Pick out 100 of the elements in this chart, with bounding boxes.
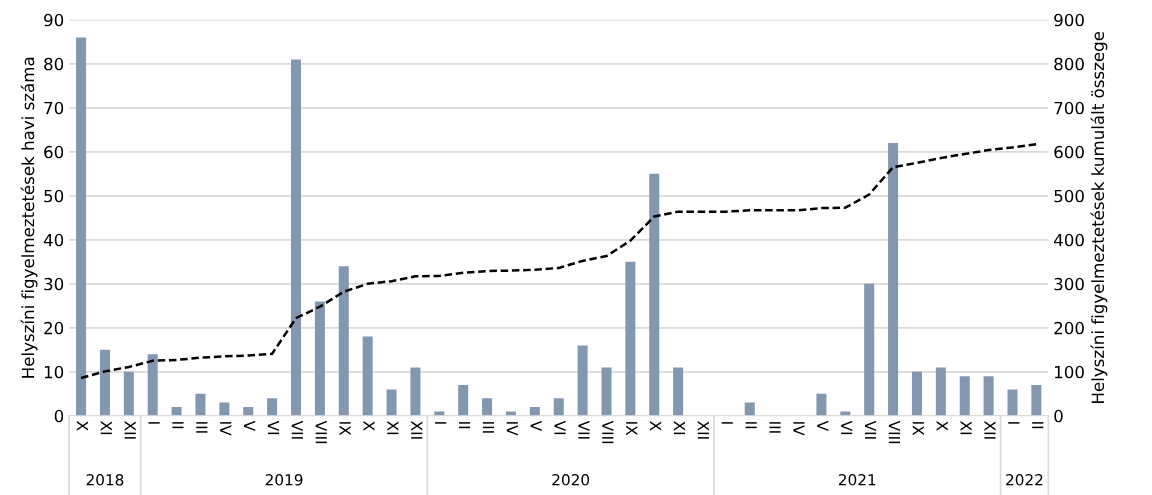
x-tick-label: VI [554,420,566,435]
y2-tick-label: 100 [1055,365,1084,379]
y-tick-label: 50 [44,189,64,203]
x-tick-label: VIII [602,420,614,444]
bar [553,398,564,416]
bar [195,393,206,416]
y2-tick-label: 300 [1054,277,1084,291]
bar [267,398,278,416]
bar [290,59,302,416]
x-tick-label: I [435,422,447,424]
bar [1007,389,1018,416]
x-tick-label: II [745,422,757,429]
bar [649,173,660,416]
x-tick-label: VII [291,420,303,439]
x-tick-label: V [530,420,542,431]
y-tick-label: 40 [43,233,64,247]
x-tick-label: XI [673,421,686,435]
bar [76,37,87,416]
x-tick-label: XII [984,421,996,439]
bar [911,371,922,416]
x-tick-label: X [363,421,375,431]
bar [888,143,899,416]
y2-tick-label: 500 [1054,189,1084,203]
bar [171,407,182,416]
x-tick-label: III [482,422,494,433]
y-tick-label: 0 [54,409,64,423]
bar [983,376,994,416]
bar [840,411,851,416]
bar [601,367,612,416]
bar [816,393,827,416]
y2-tick-label: 400 [1054,233,1084,247]
x-tick-label: X [76,421,88,431]
x-tick-label: II [1032,422,1044,429]
y2-tick-label: 600 [1054,145,1084,159]
bar [243,407,254,416]
bar [959,376,970,416]
x-tick-label: VIII [315,420,327,444]
x-tick-label: V [817,420,829,431]
x-tick-label: XII [124,421,136,439]
text: 2021 [838,474,876,486]
bar [219,402,230,416]
line-series [79,143,1038,380]
x-tick-label: VIII [888,420,900,444]
bar [625,261,636,416]
x-tick-label: I [721,422,733,424]
bar [1031,385,1042,416]
x-tick-label: IV [793,422,805,436]
x-tick-label: X [936,421,948,431]
bar [529,407,540,416]
y-tick-label: 80 [44,57,64,71]
text: 2018 [86,474,124,486]
y2-tick-label: 800 [1054,57,1084,71]
y2-tick-label: 900 [1054,13,1084,27]
x-tick-label: XII [697,421,709,439]
bar [434,411,445,416]
bar [935,367,946,416]
x-tick-label: X [650,421,662,431]
x-tick-label: XI [387,421,399,435]
y-tick-label: 10 [44,365,64,379]
y2-tick-label: 0 [1054,409,1063,423]
y-tick-label: 70 [44,101,64,115]
x-tick-label: I [1008,422,1020,424]
x-tick-label: VII [578,420,590,439]
text: 2019 [265,474,303,486]
x-tick-label: IX [912,422,924,436]
x-tick-label: IV [220,422,232,436]
bar [458,385,469,416]
bar [410,367,421,416]
text: 2020 [552,474,590,486]
y-tick-label: 30 [44,277,64,291]
x-tick-label: XI [960,421,972,435]
x-tick-label: II [172,422,184,429]
x-tick-label: VI [267,420,280,435]
x-tick-label: IV [506,422,518,436]
y2-tick-label: 200 [1054,321,1084,335]
y2-axis-title: Helyszíni figyelmeztetések kumulált összege [1090,31,1108,403]
bar [362,336,373,416]
bar [673,367,684,416]
bar [338,266,349,416]
bar [864,283,875,416]
x-tick-label: VI [841,420,853,435]
y2-tick-label: 700 [1054,101,1084,115]
bar [577,345,588,416]
bar [314,301,325,416]
bar [99,349,110,416]
bar [123,371,134,416]
bar [744,402,755,416]
x-tick-label: III [196,422,208,433]
x-tick-label: IX [626,422,638,436]
y-tick-label: 60 [44,145,64,159]
x-tick-label: III [769,422,781,433]
bar [386,389,397,416]
y-tick-label: 90 [44,13,64,27]
x-tick-label: I [148,422,160,424]
x-tick-label: XII [411,421,423,439]
x-tick-label: II [458,422,471,429]
x-tick-label: XI [100,421,112,435]
y-tick-label: 20 [44,321,64,335]
x-tick-label: VII [864,420,877,439]
y-axis-title: Helyszíni figyelmeztetések havi száma [20,57,38,378]
